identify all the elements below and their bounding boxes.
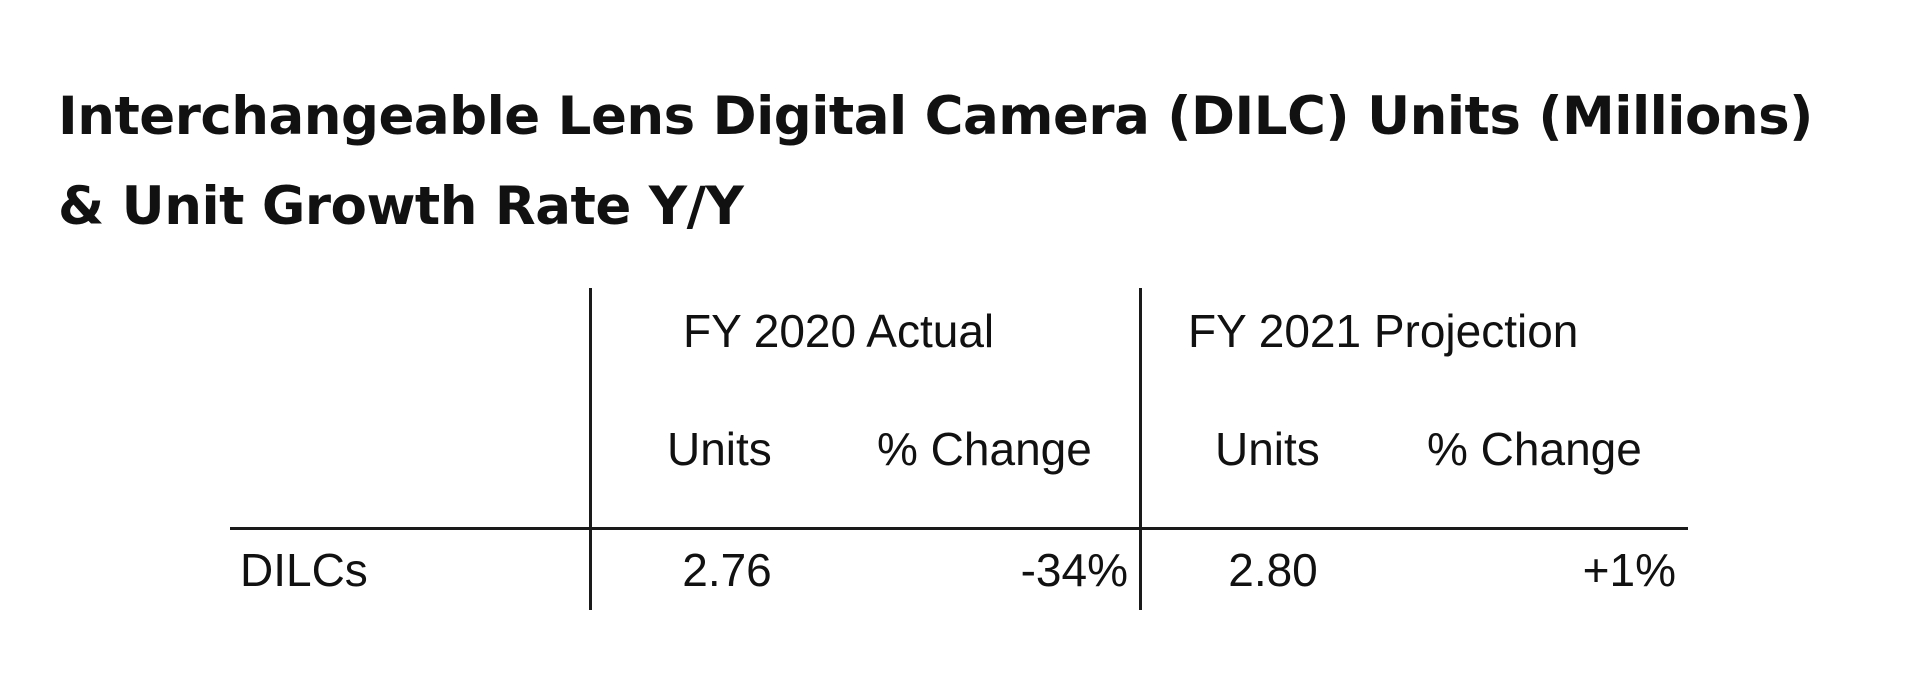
table-header-rule [230,527,1688,530]
title-line-2: & Unit Growth Rate Y/Y [58,176,744,237]
group-header-fy2020: FY 2020 Actual [683,305,995,357]
table-divider-left [589,288,592,610]
row-label-dilcs: DILCs [240,544,368,596]
title-line-1: Interchangeable Lens Digital Camera (DIL… [58,86,1813,147]
cell-units-2021: 2.80 [1228,544,1318,596]
cell-change-2020: -34% [1020,544,1128,596]
cell-change-2021: +1% [1582,544,1676,596]
column-header-change-2020: % Change [877,423,1092,475]
cell-units-2020: 2.76 [682,544,772,596]
table-divider-middle [1139,288,1142,610]
column-header-units-2020: Units [667,423,772,475]
group-header-fy2021: FY 2021 Projection [1188,305,1579,357]
chart-title: Interchangeable Lens Digital Camera (DIL… [58,72,1878,252]
column-header-units-2021: Units [1215,423,1320,475]
column-header-change-2021: % Change [1427,423,1642,475]
